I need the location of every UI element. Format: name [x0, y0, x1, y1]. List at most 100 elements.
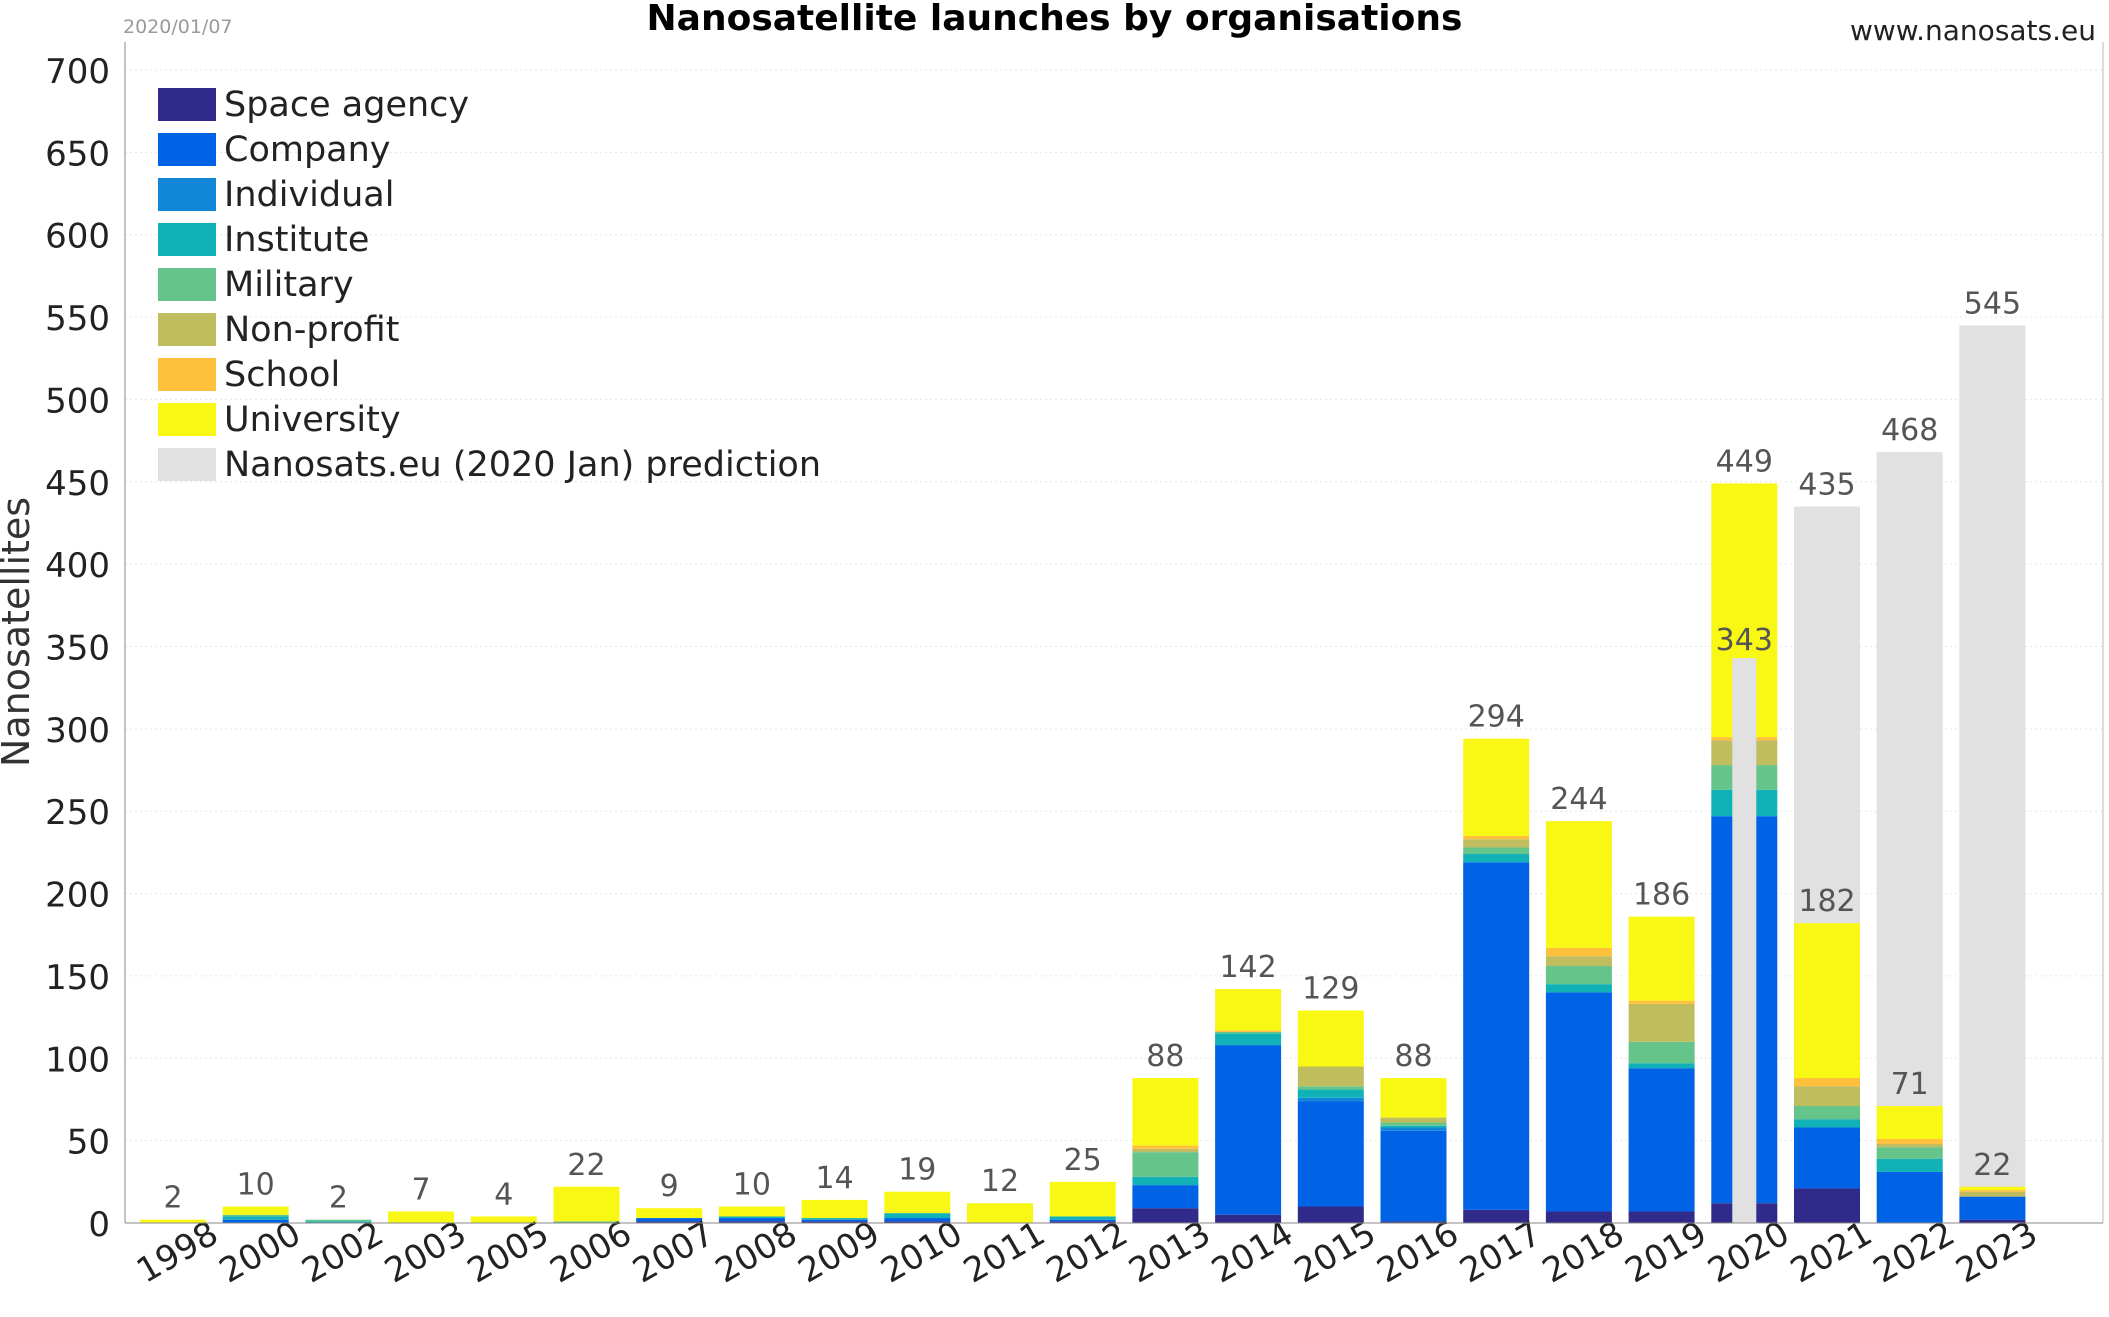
bar-segment-2000-company — [222, 1219, 289, 1223]
legend-item: School — [158, 352, 821, 397]
bar-segment-2019-institute — [1628, 1063, 1695, 1069]
y-tick-label: 0 — [88, 1205, 110, 1245]
bar-segment-2015-university — [1297, 1010, 1364, 1067]
y-tick-label: 150 — [45, 958, 110, 998]
bar-segment-2018-military — [1545, 966, 1612, 985]
bar-segment-2012-space-agency — [1049, 1221, 1116, 1223]
bar-segment-2023-non-profit — [1959, 1191, 2026, 1197]
total-label-2005: 4 — [494, 1177, 513, 1212]
bar-segment-2005-university — [470, 1216, 537, 1223]
total-label-2000: 10 — [237, 1168, 275, 1203]
legend-item: Space agency — [158, 82, 821, 127]
x-tick-label: 2005 — [461, 1214, 556, 1292]
total-label-2011: 12 — [981, 1164, 1019, 1199]
website-label: www.nanosats.eu — [1850, 14, 2096, 47]
legend-swatch — [158, 223, 216, 256]
legend-item: Company — [158, 127, 821, 172]
total-label-2016: 88 — [1394, 1039, 1432, 1074]
bar-segment-2011-university — [967, 1203, 1033, 1223]
bar-segment-2021-non-profit — [1794, 1086, 1860, 1107]
y-axis-ticks: 0 50 100 150 200 250 300 350 400 450 500 550 600 650 7… — [45, 52, 110, 1245]
legend-label: School — [224, 354, 341, 395]
bar-segment-2009-company — [801, 1219, 868, 1222]
legend-item: University — [158, 397, 821, 442]
bar-segment-2012-company — [1049, 1219, 1116, 1222]
bar-segment-2021-military — [1794, 1106, 1860, 1120]
bar-segment-2002-institute — [305, 1221, 372, 1223]
bar-segment-2018-space-agency — [1545, 1211, 1612, 1223]
bar-segment-2008-space-agency — [718, 1221, 785, 1223]
bar-segment-2009-space-agency — [801, 1221, 868, 1223]
y-tick-label: 50 — [67, 1123, 110, 1163]
total-label-1998: 2 — [163, 1181, 182, 1216]
x-tick-label: 2000 — [213, 1214, 308, 1292]
chart-title: Nanosatellite launches by organisations — [646, 0, 1463, 39]
bar-segment-2016-space-agency — [1380, 1221, 1447, 1223]
total-label-2023: 22 — [1973, 1148, 2011, 1183]
bar-segment-2022-non-profit — [1876, 1143, 1943, 1148]
x-axis-ticks: 1998200020022003200520062007200820092010… — [130, 1214, 2044, 1292]
bar-segment-2014-school — [1215, 1030, 1282, 1032]
y-tick-label: 700 — [45, 52, 110, 92]
bar-segment-2013-space-agency — [1132, 1208, 1199, 1223]
bar-segment-2010-university — [884, 1191, 951, 1214]
bar-segment-2022-school — [1876, 1138, 1943, 1144]
x-tick-label: 2021 — [1784, 1214, 1879, 1292]
legend-label: Military — [224, 264, 354, 305]
bar-segment-2019-school — [1628, 1000, 1695, 1004]
bar-segment-2017-company — [1463, 862, 1530, 1210]
bar-segment-2019-company — [1628, 1068, 1695, 1212]
x-tick-label: 2018 — [1536, 1214, 1631, 1292]
legend-item: Individual — [158, 172, 821, 217]
bar-segment-2000-military — [222, 1214, 289, 1217]
total-label-2010: 19 — [898, 1153, 936, 1188]
y-tick-label: 500 — [45, 381, 110, 421]
legend-label: Company — [224, 129, 391, 170]
bar-segment-2016-military — [1380, 1122, 1447, 1126]
legend-item: Military — [158, 262, 821, 307]
legend-swatch — [158, 178, 216, 211]
prediction-bar-2020 — [1732, 658, 1757, 1223]
bar-segment-2023-university — [1959, 1186, 2026, 1191]
bar-segment-2010-company — [884, 1218, 951, 1222]
x-tick-label: 2022 — [1867, 1214, 1962, 1292]
bar-segment-2006-university — [553, 1186, 620, 1222]
bar-segment-2023-space-agency — [1959, 1219, 2026, 1223]
total-label-2015: 129 — [1302, 972, 1359, 1007]
legend-item: Institute — [158, 217, 821, 262]
legend-swatch — [158, 403, 216, 436]
x-tick-label: 2015 — [1288, 1214, 1383, 1292]
bar-segment-2010-space-agency — [884, 1221, 951, 1223]
legend-item: Non-profit — [158, 307, 821, 352]
bar-segment-2000-institute — [222, 1216, 289, 1220]
bar-segment-2007-company — [636, 1218, 703, 1222]
x-tick-label: 2007 — [626, 1214, 721, 1292]
bar-segment-2019-space-agency — [1628, 1211, 1695, 1223]
x-tick-label: 2006 — [544, 1214, 639, 1292]
bar-segment-2017-space-agency — [1463, 1209, 1530, 1223]
report-date: 2020/01/07 — [123, 16, 233, 38]
total-label-2007: 9 — [660, 1169, 679, 1204]
x-tick-label: 2002 — [295, 1214, 390, 1292]
bar-segment-2016-university — [1380, 1078, 1447, 1118]
total-label-2002: 2 — [329, 1181, 348, 1216]
y-tick-label: 300 — [45, 711, 110, 751]
bar-segment-2023-company — [1959, 1196, 2026, 1220]
bar-segment-2017-institute — [1463, 854, 1530, 863]
bar-segment-2006-military — [553, 1221, 620, 1223]
x-tick-label: 2008 — [709, 1214, 804, 1292]
bar-segment-2015-space-agency — [1297, 1206, 1364, 1223]
x-tick-label: 2012 — [1040, 1214, 1135, 1292]
y-tick-label: 450 — [45, 464, 110, 504]
y-tick-label: 550 — [45, 299, 110, 339]
legend-swatch — [158, 133, 216, 166]
bar-segment-2015-individual — [1297, 1097, 1364, 1102]
y-tick-label: 600 — [45, 217, 110, 257]
x-tick-label: 2003 — [378, 1214, 473, 1292]
y-tick-label: 350 — [45, 629, 110, 669]
x-tick-label: 2014 — [1205, 1214, 1300, 1292]
total-label-2008: 10 — [733, 1168, 771, 1203]
bar-segment-2015-company — [1297, 1101, 1364, 1207]
total-label-2006: 22 — [567, 1148, 605, 1183]
bar-segment-2019-military — [1628, 1041, 1695, 1064]
